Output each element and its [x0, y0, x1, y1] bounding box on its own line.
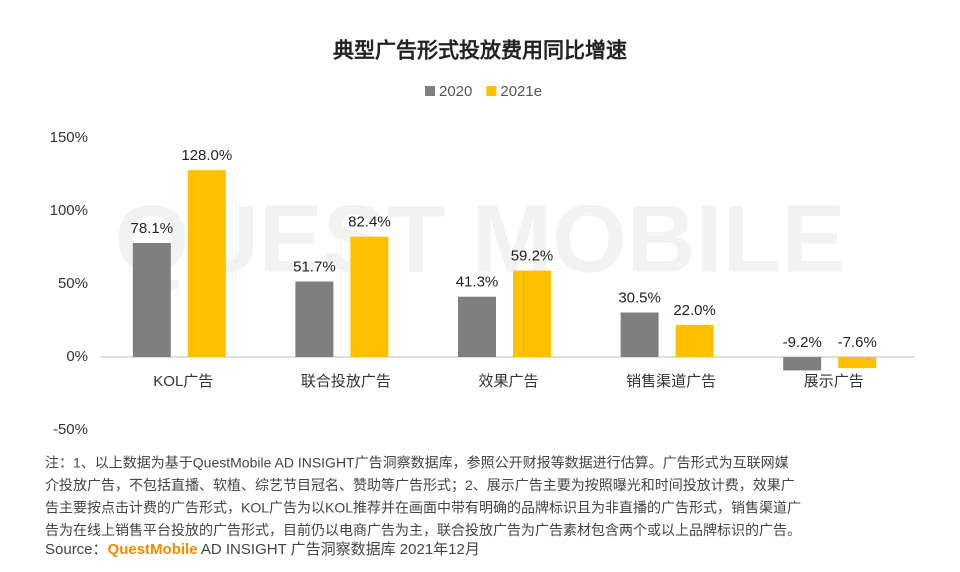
bar	[513, 270, 551, 357]
bar	[132, 242, 171, 357]
value-label: 82.4%	[348, 214, 391, 231]
x-tick-label: 效果广告	[478, 373, 538, 390]
bar	[675, 324, 714, 357]
value-label: -9.2%	[783, 334, 822, 351]
legend-swatch	[486, 86, 497, 96]
value-label: -7.6%	[838, 334, 877, 351]
chart-title: 典型广告形式投放费用同比增速	[333, 39, 627, 63]
bar	[187, 170, 226, 357]
y-tick-label: 100%	[50, 202, 88, 219]
value-label: 51.7%	[293, 258, 336, 275]
x-tick-label: KOL广告	[153, 373, 213, 390]
y-tick-label: 150%	[50, 129, 88, 146]
source-brand: QuestMobile	[108, 541, 198, 558]
source-text: AD INSIGHT 广告洞察数据库 2021年12月	[198, 540, 480, 558]
x-tick-label: 销售渠道广告	[626, 373, 716, 390]
bar	[838, 357, 877, 369]
source: Source：QuestMobile AD INSIGHT 广告洞察数据库 20…	[45, 540, 480, 558]
legend-label: 2021e	[500, 83, 542, 100]
bar	[458, 296, 496, 357]
value-label: 41.3%	[456, 274, 499, 291]
note-line: 告主要按点击计费的广告形式，KOL广告为以KOL推荐并在画面中带有明确的品牌标识…	[45, 500, 801, 516]
note-line: 注：1、以上数据为基于QuestMobile AD INSIGHT广告洞察数据库…	[45, 455, 789, 471]
value-label: 78.1%	[131, 220, 174, 237]
bar	[350, 236, 389, 357]
bar	[620, 312, 659, 357]
value-label: 22.0%	[673, 302, 716, 319]
y-tick-label: -50%	[53, 421, 88, 438]
legend-swatch	[425, 86, 435, 96]
x-tick-label: 展示广告	[804, 373, 864, 390]
legend-label: 2020	[439, 83, 472, 100]
note-line: 介投放广告，不包括直播、软植、综艺节目冠名、赞助等广告形式；2、展示广告主要为按…	[45, 477, 795, 494]
bar	[295, 281, 334, 357]
y-tick-label: 0%	[66, 348, 88, 365]
x-tick-label: 联合投放广告	[301, 373, 391, 390]
bar	[783, 357, 822, 371]
value-label: 30.5%	[618, 289, 661, 306]
value-label: 59.2%	[511, 248, 554, 265]
source-label: Source：	[45, 541, 108, 558]
note-line: 告为在线上销售平台投放的广告形式，目前仍以电商广告为主，联合投放广告为广告素材包…	[45, 522, 801, 538]
y-tick-label: 50%	[58, 275, 88, 292]
value-label: 128.0%	[181, 147, 232, 164]
watermark: QUEST MOBILE	[115, 185, 846, 292]
